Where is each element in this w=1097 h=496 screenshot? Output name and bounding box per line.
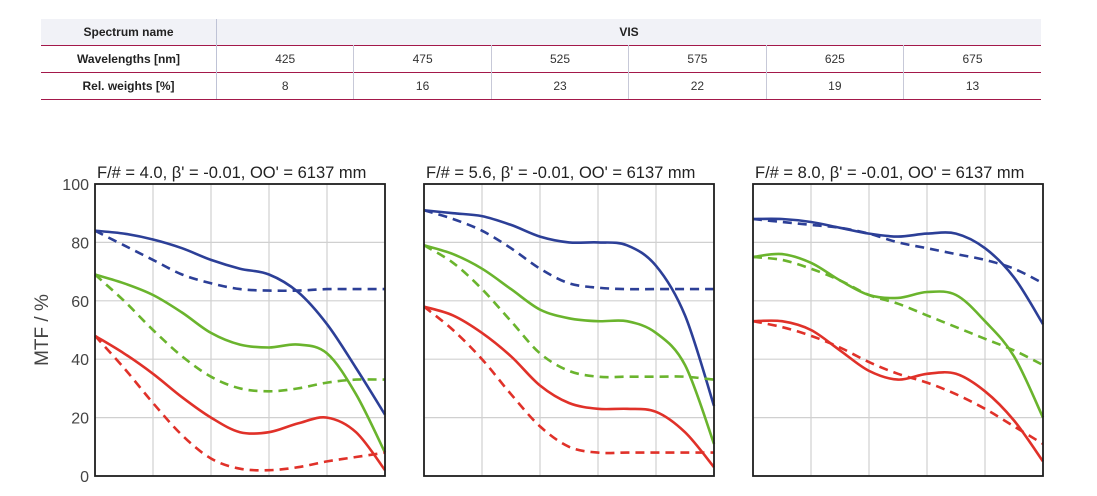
chart-title: F/# = 5.6, β' = -0.01, OO' = 6137 mm: [426, 164, 695, 182]
y-tick-label: 40: [71, 352, 89, 369]
weight-cell: 13: [903, 72, 1041, 100]
wavelength-cell: 575: [628, 45, 767, 73]
weight-cell: 22: [628, 72, 767, 100]
weight-cell: 8: [216, 72, 355, 100]
green-solid-mtf-line: [94, 273, 387, 454]
red-dashed-mtf-line: [94, 334, 386, 472]
wavelength-cell: 525: [491, 45, 630, 73]
plot-frame: [94, 183, 386, 477]
wavelength-cell: 625: [766, 45, 905, 73]
y-axis-label: MTF / %: [32, 294, 53, 366]
weight-label: Rel. weights [%]: [41, 72, 217, 100]
plot-frame: [752, 183, 1044, 477]
y-tick-label: 100: [62, 177, 89, 194]
blue-solid-mtf-line: [94, 229, 387, 416]
weight-cell: 16: [353, 72, 492, 100]
wavelength-label: Wavelengths [nm]: [41, 45, 217, 73]
wavelength-cell: 675: [903, 45, 1041, 73]
green-solid-mtf-line: [752, 252, 1045, 419]
chart-title: F/# = 8.0, β' = -0.01, OO' = 6137 mm: [755, 164, 1024, 182]
wavelength-cell: 425: [216, 45, 355, 73]
y-tick-label: 80: [71, 235, 89, 252]
red-solid-mtf-line: [423, 305, 716, 469]
red-dashed-mtf-line: [423, 305, 714, 455]
green-solid-mtf-line: [423, 244, 716, 445]
weight-cell: 19: [766, 72, 905, 100]
chart-title: F/# = 4.0, β' = -0.01, OO' = 6137 mm: [97, 164, 366, 182]
blue-dashed-mtf-line: [752, 217, 1044, 285]
green-dashed-mtf-line: [94, 273, 386, 393]
red-solid-mtf-line: [752, 319, 1045, 463]
y-tick-label: 0: [80, 469, 89, 486]
blue-solid-mtf-line: [423, 209, 716, 407]
red-solid-mtf-line: [94, 334, 387, 471]
wavelength-row: Wavelengths [nm] 425 475 525 575 625 675: [41, 45, 1041, 73]
blue-solid-mtf-line: [752, 217, 1045, 325]
red-dashed-mtf-line: [752, 319, 1044, 446]
weight-cell: 23: [491, 72, 630, 100]
spectrum-header-row: Spectrum name VIS: [41, 19, 1041, 46]
spectrum-table: Spectrum name VIS Wavelengths [nm] 425 4…: [41, 19, 1041, 100]
spectrum-name-value: VIS: [216, 19, 1041, 46]
y-tick-label: 20: [71, 411, 89, 428]
green-dashed-mtf-line: [423, 244, 715, 381]
blue-dashed-mtf-line: [94, 229, 385, 293]
blue-dashed-mtf-line: [423, 209, 714, 291]
spectrum-name-label: Spectrum name: [41, 19, 217, 46]
green-dashed-mtf-line: [752, 255, 1044, 367]
plot-frame: [423, 183, 715, 477]
weight-row: Rel. weights [%] 8 16 23 22 19 13: [41, 72, 1041, 100]
mtf-charts: 0 20 40 60 80 100 MTF / % F/# = 4.0, β' = -0.01…: [32, 164, 1045, 486]
wavelength-cell: 475: [353, 45, 492, 73]
y-tick-label: 60: [71, 294, 89, 311]
